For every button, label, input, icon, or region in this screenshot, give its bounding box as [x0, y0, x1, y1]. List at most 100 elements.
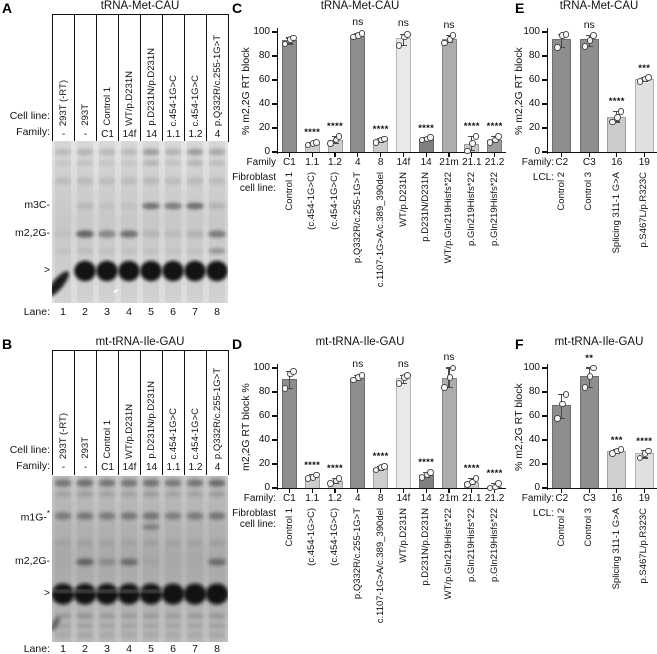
lane-family-value: 4 [214, 129, 221, 140]
y-tick-label: 80 [528, 50, 540, 61]
data-point [586, 373, 594, 380]
cell-line-label: Splicing 311-1 G>A [610, 508, 622, 590]
y-tick [541, 463, 547, 465]
y-tick [271, 127, 277, 129]
lane-number: 6 [170, 306, 176, 318]
x-tick [402, 489, 404, 493]
lane-family-value: 1.1 [166, 462, 181, 473]
significance-label: *** [638, 62, 651, 74]
panel-d-title: mt-tRNA-Ile-GAU [315, 336, 405, 348]
lane-family-value: - [61, 462, 66, 473]
y-tick [271, 151, 277, 153]
cell-line-label: p.S467L/p.R323C [638, 508, 650, 584]
lane-cell-line-label: 293T (-RT) [58, 412, 69, 459]
x-tick [311, 489, 313, 493]
data-point [290, 34, 297, 42]
data-point [590, 32, 597, 39]
family-value: 16 [611, 493, 623, 504]
y-tick-label: 20 [258, 458, 270, 469]
significance-label: ns [352, 16, 364, 29]
cell-line-label: Control 2 [555, 172, 567, 211]
panel-c: C tRNA-Met-CAU % m2,2G RT block 0 20 40 60 8… [228, 0, 512, 330]
panel-c-letter: C [232, 0, 243, 16]
y-tick-label: 0 [534, 482, 540, 493]
data-point [404, 31, 411, 38]
data-point [427, 469, 434, 476]
y-tick-label: 100 [523, 362, 540, 373]
panel-b-letter: B [2, 336, 13, 352]
error-bar-cap-top [331, 135, 339, 138]
family-value: 14f [396, 493, 411, 504]
lane-number: 4 [126, 643, 132, 654]
y-tick-label: 20 [528, 458, 540, 469]
lane-column: WT/p.D231N 14f [118, 351, 140, 475]
family-axis-label: Family: [521, 493, 554, 504]
lane-number: 7 [192, 306, 198, 318]
lane-number: 1 [60, 643, 66, 654]
lane-number: 5 [148, 306, 154, 318]
y-tick [541, 103, 547, 105]
x-tick [448, 153, 450, 157]
group-axis-label: LCL: [532, 172, 554, 183]
cell-line-label: Control 3 [583, 172, 595, 211]
y-axis-label-c: % m2,2G RT block [240, 47, 252, 135]
lane-number: 2 [82, 306, 88, 318]
y-tick-label: 40 [528, 98, 540, 109]
bar-C3 [579, 376, 599, 488]
band-label-m1g-text: m1G- [20, 511, 47, 524]
lane-column: p.Q332R/c.255-1G>T 4 [206, 15, 228, 142]
data-point [464, 147, 471, 155]
y-tick-label: 80 [258, 50, 270, 61]
lane-family-value: - [83, 129, 88, 140]
data-point [441, 39, 448, 47]
family-value: C1 [282, 157, 296, 168]
y-tick-label: 100 [523, 26, 540, 37]
lane-cell-line-label: c.454-1G>C [190, 74, 201, 127]
significance-label: ns [397, 358, 409, 371]
significance-label: **** [636, 435, 653, 447]
error-bar-cap-bottom [331, 143, 339, 145]
y-tick [271, 415, 277, 417]
cell-line-label: p.Q332R/c.255-1G>T [352, 172, 363, 264]
x-tick [588, 153, 590, 157]
lane-family-value: 14f [122, 129, 137, 140]
family-row-label: Family: [16, 126, 50, 138]
lane-column: 293T (-RT) - [52, 351, 74, 475]
bar-19 [634, 78, 654, 152]
lane-column: Control 1 C1 [96, 351, 118, 475]
lane-cell-line-label: c.454-1G>C [190, 407, 201, 460]
significance-label: **** [304, 459, 321, 471]
error-bar-cap-bottom [445, 386, 453, 388]
y-tick [271, 391, 277, 393]
significance-label: **** [418, 457, 435, 469]
data-point [381, 135, 388, 143]
data-point [559, 400, 566, 408]
panel-b: B mt-tRNA-Ile-GAU 293T (-RT) -293T - Contro… [0, 330, 229, 654]
lane-family-value: 1.2 [188, 462, 203, 473]
error-bar-cap-bottom [399, 44, 407, 46]
y-tick-label: 20 [258, 122, 270, 133]
error-bar-cap-bottom [285, 43, 293, 45]
data-point [449, 32, 457, 39]
data-point [562, 31, 570, 38]
error-bar-cap-bottom [640, 457, 648, 459]
lane-cell-line-label: 293T (-RT) [58, 79, 69, 126]
bar-14f [395, 377, 411, 488]
family-value: C1 [282, 493, 296, 504]
y-axis-line [546, 28, 548, 154]
family-value: 14 [420, 493, 432, 504]
significance-label: **** [418, 122, 435, 134]
data-point [449, 364, 457, 372]
error-bar-cap-bottom [585, 45, 593, 48]
lane-column: c.454-1G>C 1.2 [184, 351, 206, 475]
family-value: 21.2 [484, 493, 505, 504]
family-axis-label: Family: [243, 493, 276, 504]
y-tick [271, 367, 277, 369]
error-bar-cap-bottom [613, 121, 621, 123]
data-point [281, 40, 289, 48]
lane-cell-line-label: Control 1 [102, 420, 113, 459]
cell-line-label: WT/p.D231N [397, 172, 409, 227]
lane-column: 293T - [74, 351, 96, 475]
y-tick-label: 0 [534, 146, 540, 157]
